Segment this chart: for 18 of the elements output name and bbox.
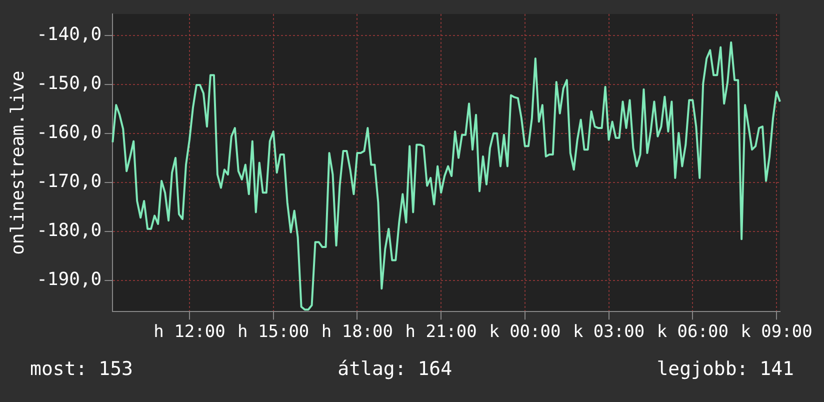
text: legjobb: 141 (656, 358, 794, 380)
y-tick-label: -170,0 (36, 171, 102, 192)
y-tick-label: -140,0 (36, 24, 102, 46)
x-tick-label: k 00:00 (489, 322, 561, 342)
x-tick-label: k 03:00 (572, 322, 645, 342)
text: átlag: 164 (338, 358, 452, 380)
x-tick-label: h 18:00 (321, 322, 394, 342)
x-tick-label: k 06:00 (656, 322, 728, 342)
x-tick-label: h 21:00 (405, 322, 477, 342)
x-tick-label: h 12:00 (154, 322, 226, 342)
x-tick-label: k 09:00 (740, 322, 812, 342)
y-tick-label: -190,0 (36, 268, 102, 290)
x-tick-label: h 15:00 (238, 322, 310, 342)
text: most: 153 (30, 358, 133, 380)
y-tick-label: -160,0 (36, 122, 102, 144)
y-axis-title: onlinestream.live (7, 70, 28, 255)
y-tick-label: -180,0 (36, 220, 102, 241)
y-tick-label: -150,0 (36, 73, 102, 94)
